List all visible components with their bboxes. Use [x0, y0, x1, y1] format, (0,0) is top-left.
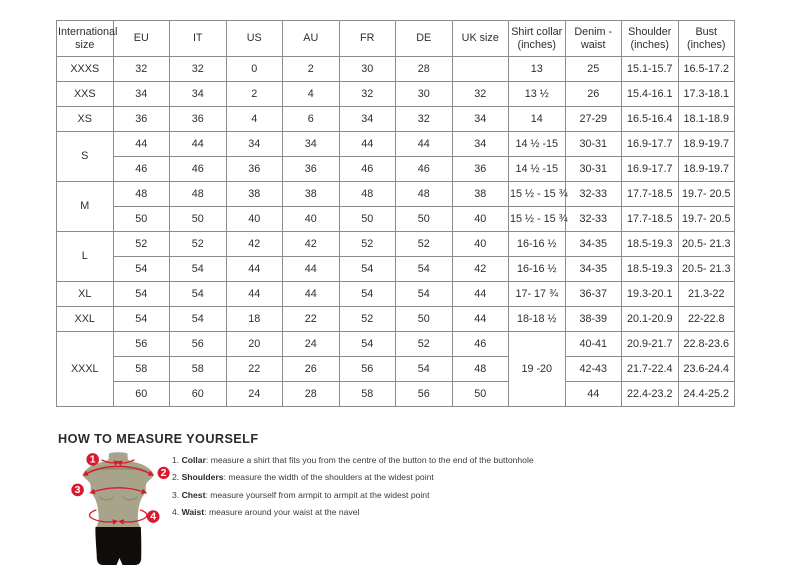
svg-text:1: 1 [90, 453, 96, 465]
svg-text:4: 4 [150, 511, 156, 523]
svg-text:3: 3 [75, 484, 81, 496]
svg-text:2: 2 [161, 467, 167, 479]
